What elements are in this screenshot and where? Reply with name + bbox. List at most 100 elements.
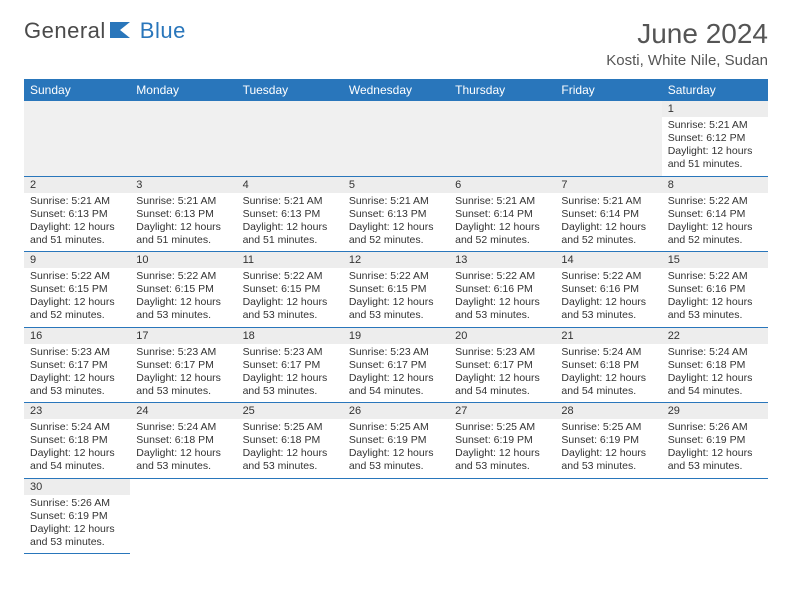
sunrise-line: Sunrise: 5:25 AM xyxy=(561,421,655,434)
calendar-cell: 23Sunrise: 5:24 AMSunset: 6:18 PMDayligh… xyxy=(24,403,130,479)
calendar-cell: 22Sunrise: 5:24 AMSunset: 6:18 PMDayligh… xyxy=(662,327,768,403)
daylight-line: Daylight: 12 hours and 53 minutes. xyxy=(349,296,443,322)
sunset-line: Sunset: 6:18 PM xyxy=(136,434,230,447)
sunrise-line: Sunrise: 5:21 AM xyxy=(455,195,549,208)
sunset-line: Sunset: 6:13 PM xyxy=(30,208,124,221)
daylight-line: Daylight: 12 hours and 53 minutes. xyxy=(668,296,762,322)
sunset-line: Sunset: 6:12 PM xyxy=(668,132,762,145)
day-number: 28 xyxy=(555,403,661,419)
calendar-cell xyxy=(662,478,768,554)
daylight-line: Daylight: 12 hours and 53 minutes. xyxy=(243,447,337,473)
sunrise-line: Sunrise: 5:24 AM xyxy=(561,346,655,359)
day-number: 2 xyxy=(24,177,130,193)
day-content: Sunrise: 5:22 AMSunset: 6:15 PMDaylight:… xyxy=(237,268,343,327)
sunrise-line: Sunrise: 5:21 AM xyxy=(349,195,443,208)
calendar-cell: 3Sunrise: 5:21 AMSunset: 6:13 PMDaylight… xyxy=(130,176,236,252)
day-number: 12 xyxy=(343,252,449,268)
calendar-cell: 13Sunrise: 5:22 AMSunset: 6:16 PMDayligh… xyxy=(449,252,555,328)
day-number: 26 xyxy=(343,403,449,419)
day-content: Sunrise: 5:22 AMSunset: 6:16 PMDaylight:… xyxy=(662,268,768,327)
calendar-cell: 15Sunrise: 5:22 AMSunset: 6:16 PMDayligh… xyxy=(662,252,768,328)
sunset-line: Sunset: 6:14 PM xyxy=(668,208,762,221)
day-content: Sunrise: 5:21 AMSunset: 6:14 PMDaylight:… xyxy=(555,193,661,252)
calendar-body: 1Sunrise: 5:21 AMSunset: 6:12 PMDaylight… xyxy=(24,101,768,554)
calendar-cell: 9Sunrise: 5:22 AMSunset: 6:15 PMDaylight… xyxy=(24,252,130,328)
day-content: Sunrise: 5:25 AMSunset: 6:19 PMDaylight:… xyxy=(343,419,449,478)
day-number: 9 xyxy=(24,252,130,268)
sunrise-line: Sunrise: 5:26 AM xyxy=(668,421,762,434)
calendar-cell: 19Sunrise: 5:23 AMSunset: 6:17 PMDayligh… xyxy=(343,327,449,403)
daylight-line: Daylight: 12 hours and 53 minutes. xyxy=(455,296,549,322)
sunrise-line: Sunrise: 5:22 AM xyxy=(136,270,230,283)
day-content: Sunrise: 5:26 AMSunset: 6:19 PMDaylight:… xyxy=(24,495,130,554)
day-content: Sunrise: 5:22 AMSunset: 6:14 PMDaylight:… xyxy=(662,193,768,252)
day-content: Sunrise: 5:22 AMSunset: 6:16 PMDaylight:… xyxy=(555,268,661,327)
sunrise-line: Sunrise: 5:21 AM xyxy=(668,119,762,132)
day-content: Sunrise: 5:23 AMSunset: 6:17 PMDaylight:… xyxy=(237,344,343,403)
daylight-line: Daylight: 12 hours and 51 minutes. xyxy=(136,221,230,247)
daylight-line: Daylight: 12 hours and 52 minutes. xyxy=(668,221,762,247)
calendar-cell: 25Sunrise: 5:25 AMSunset: 6:18 PMDayligh… xyxy=(237,403,343,479)
calendar-cell xyxy=(237,478,343,554)
sunset-line: Sunset: 6:16 PM xyxy=(455,283,549,296)
sunset-line: Sunset: 6:13 PM xyxy=(136,208,230,221)
sunset-line: Sunset: 6:15 PM xyxy=(243,283,337,296)
calendar-cell: 27Sunrise: 5:25 AMSunset: 6:19 PMDayligh… xyxy=(449,403,555,479)
day-content: Sunrise: 5:23 AMSunset: 6:17 PMDaylight:… xyxy=(24,344,130,403)
calendar-cell: 8Sunrise: 5:22 AMSunset: 6:14 PMDaylight… xyxy=(662,176,768,252)
day-content: Sunrise: 5:21 AMSunset: 6:13 PMDaylight:… xyxy=(343,193,449,252)
sunset-line: Sunset: 6:18 PM xyxy=(243,434,337,447)
daylight-line: Daylight: 12 hours and 54 minutes. xyxy=(30,447,124,473)
day-number: 1 xyxy=(662,101,768,117)
day-content: Sunrise: 5:21 AMSunset: 6:13 PMDaylight:… xyxy=(24,193,130,252)
calendar-week-row: 2Sunrise: 5:21 AMSunset: 6:13 PMDaylight… xyxy=(24,176,768,252)
day-content: Sunrise: 5:22 AMSunset: 6:16 PMDaylight:… xyxy=(449,268,555,327)
day-content: Sunrise: 5:22 AMSunset: 6:15 PMDaylight:… xyxy=(130,268,236,327)
sunrise-line: Sunrise: 5:21 AM xyxy=(243,195,337,208)
sunset-line: Sunset: 6:15 PM xyxy=(136,283,230,296)
day-number: 5 xyxy=(343,177,449,193)
calendar-cell: 14Sunrise: 5:22 AMSunset: 6:16 PMDayligh… xyxy=(555,252,661,328)
calendar-cell: 12Sunrise: 5:22 AMSunset: 6:15 PMDayligh… xyxy=(343,252,449,328)
daylight-line: Daylight: 12 hours and 52 minutes. xyxy=(349,221,443,247)
day-number: 14 xyxy=(555,252,661,268)
day-content: Sunrise: 5:25 AMSunset: 6:19 PMDaylight:… xyxy=(555,419,661,478)
day-number: 10 xyxy=(130,252,236,268)
calendar-cell xyxy=(449,478,555,554)
day-content: Sunrise: 5:23 AMSunset: 6:17 PMDaylight:… xyxy=(130,344,236,403)
calendar-week-row: 1Sunrise: 5:21 AMSunset: 6:12 PMDaylight… xyxy=(24,101,768,176)
sunrise-line: Sunrise: 5:24 AM xyxy=(668,346,762,359)
sunset-line: Sunset: 6:18 PM xyxy=(561,359,655,372)
calendar-cell xyxy=(343,101,449,176)
day-content: Sunrise: 5:21 AMSunset: 6:12 PMDaylight:… xyxy=(662,117,768,176)
calendar-cell xyxy=(555,101,661,176)
weekday-header: Tuesday xyxy=(237,79,343,101)
calendar-cell: 21Sunrise: 5:24 AMSunset: 6:18 PMDayligh… xyxy=(555,327,661,403)
sunset-line: Sunset: 6:19 PM xyxy=(30,510,124,523)
calendar-cell xyxy=(555,478,661,554)
calendar-table: SundayMondayTuesdayWednesdayThursdayFrid… xyxy=(24,79,768,554)
sunrise-line: Sunrise: 5:23 AM xyxy=(30,346,124,359)
day-content: Sunrise: 5:21 AMSunset: 6:13 PMDaylight:… xyxy=(130,193,236,252)
day-number: 29 xyxy=(662,403,768,419)
sunset-line: Sunset: 6:16 PM xyxy=(561,283,655,296)
logo-text-general: General xyxy=(24,18,106,44)
calendar-cell: 1Sunrise: 5:21 AMSunset: 6:12 PMDaylight… xyxy=(662,101,768,176)
sunset-line: Sunset: 6:19 PM xyxy=(668,434,762,447)
day-content: Sunrise: 5:21 AMSunset: 6:14 PMDaylight:… xyxy=(449,193,555,252)
daylight-line: Daylight: 12 hours and 53 minutes. xyxy=(561,447,655,473)
sunrise-line: Sunrise: 5:24 AM xyxy=(136,421,230,434)
day-number: 25 xyxy=(237,403,343,419)
day-number: 18 xyxy=(237,328,343,344)
calendar-cell: 10Sunrise: 5:22 AMSunset: 6:15 PMDayligh… xyxy=(130,252,236,328)
daylight-line: Daylight: 12 hours and 54 minutes. xyxy=(668,372,762,398)
day-content: Sunrise: 5:24 AMSunset: 6:18 PMDaylight:… xyxy=(662,344,768,403)
sunrise-line: Sunrise: 5:23 AM xyxy=(243,346,337,359)
daylight-line: Daylight: 12 hours and 52 minutes. xyxy=(561,221,655,247)
calendar-week-row: 9Sunrise: 5:22 AMSunset: 6:15 PMDaylight… xyxy=(24,252,768,328)
day-number: 20 xyxy=(449,328,555,344)
sunset-line: Sunset: 6:14 PM xyxy=(561,208,655,221)
sunrise-line: Sunrise: 5:21 AM xyxy=(561,195,655,208)
sunrise-line: Sunrise: 5:24 AM xyxy=(30,421,124,434)
daylight-line: Daylight: 12 hours and 52 minutes. xyxy=(455,221,549,247)
